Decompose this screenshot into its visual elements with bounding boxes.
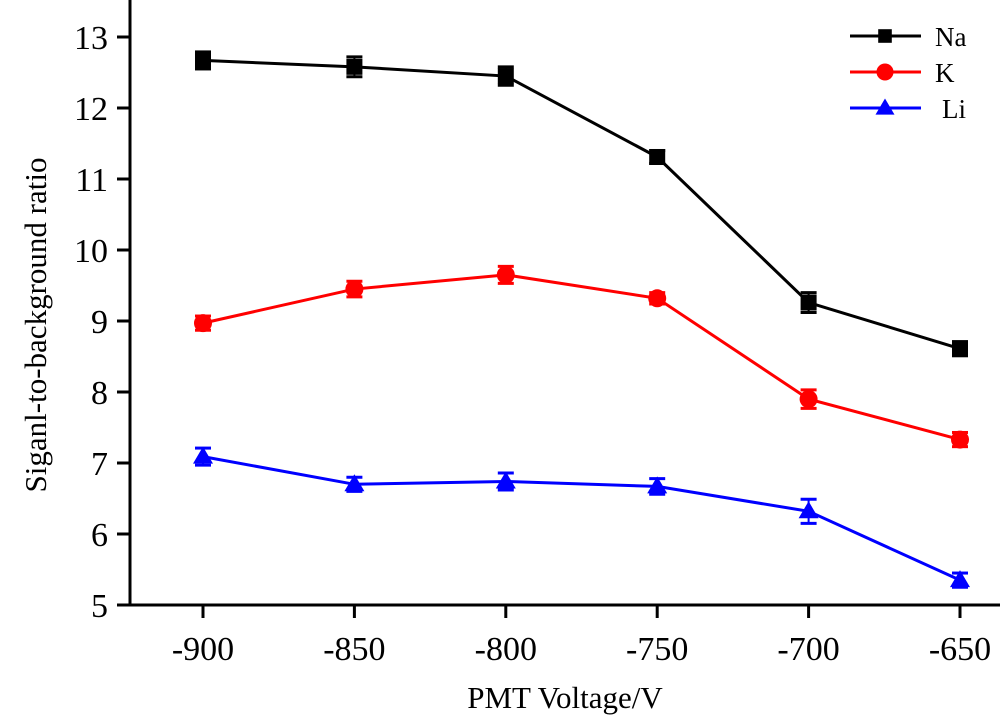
data-point-k [951,430,969,449]
y-tick-label: 6 [91,517,108,554]
legend-marker-square [878,29,892,43]
data-point-na [497,68,514,85]
series-k [194,264,969,449]
y-tick-label: 10 [74,233,108,270]
y-axis-title: Siganl-to-background ratio [18,158,53,493]
y-ticks: 5 6 7 8 9 10 11 12 13 [74,20,130,625]
legend-label: Na [935,22,966,52]
y-tick-label: 8 [91,375,108,412]
x-axis-title: PMT Voltage/V [467,680,663,715]
x-tick-label: -850 [323,631,385,668]
y-tick-label: 9 [91,304,108,341]
y-tick-label: 12 [74,91,108,128]
series-li [193,446,970,589]
data-point-li [950,570,970,588]
data-point-li [344,474,365,492]
legend: Na K Li [850,22,966,124]
legend-marker-triangle [875,98,895,115]
data-point-k [648,289,667,308]
x-tick-label: -750 [626,631,688,668]
y-tick-label: 11 [75,162,108,199]
data-point-k [194,314,212,333]
series-line-na [202,58,961,351]
legend-marker-circle [876,63,894,81]
data-point-k [799,390,818,409]
x-ticks: -900 -850 -800 -750 -700 -650 [172,605,991,668]
x-tick-label: -800 [475,631,537,668]
data-point-na [649,148,666,165]
data-point-na [346,58,363,75]
data-point-li [495,471,516,489]
data-point-li [647,476,668,494]
data-point-k [496,265,515,284]
legend-label: Li [942,94,966,124]
legend-item-li: Li [850,94,966,124]
series-line-li [202,455,961,582]
data-point-na [952,340,968,357]
data-point-li [193,446,213,464]
y-tick-label: 5 [91,588,108,625]
y-tick-label: 7 [91,446,108,483]
legend-item-na: Na [850,22,966,52]
data-point-na [195,52,211,69]
data-point-k [345,280,364,299]
x-tick-label: -650 [929,631,991,668]
x-tick-label: -700 [777,631,839,668]
legend-label: K [935,58,955,88]
x-tick-label: -900 [172,631,234,668]
series-line-k [202,273,961,442]
plot-area [193,50,970,589]
data-point-li [798,501,819,519]
y-tick-label: 13 [74,20,108,57]
legend-item-k: K [850,58,955,88]
series-na [195,50,968,358]
data-point-na [800,294,817,311]
axes: 5 6 7 8 9 10 11 12 13 -900 -850 -800 -750 -700 -650 P… [18,0,1000,715]
